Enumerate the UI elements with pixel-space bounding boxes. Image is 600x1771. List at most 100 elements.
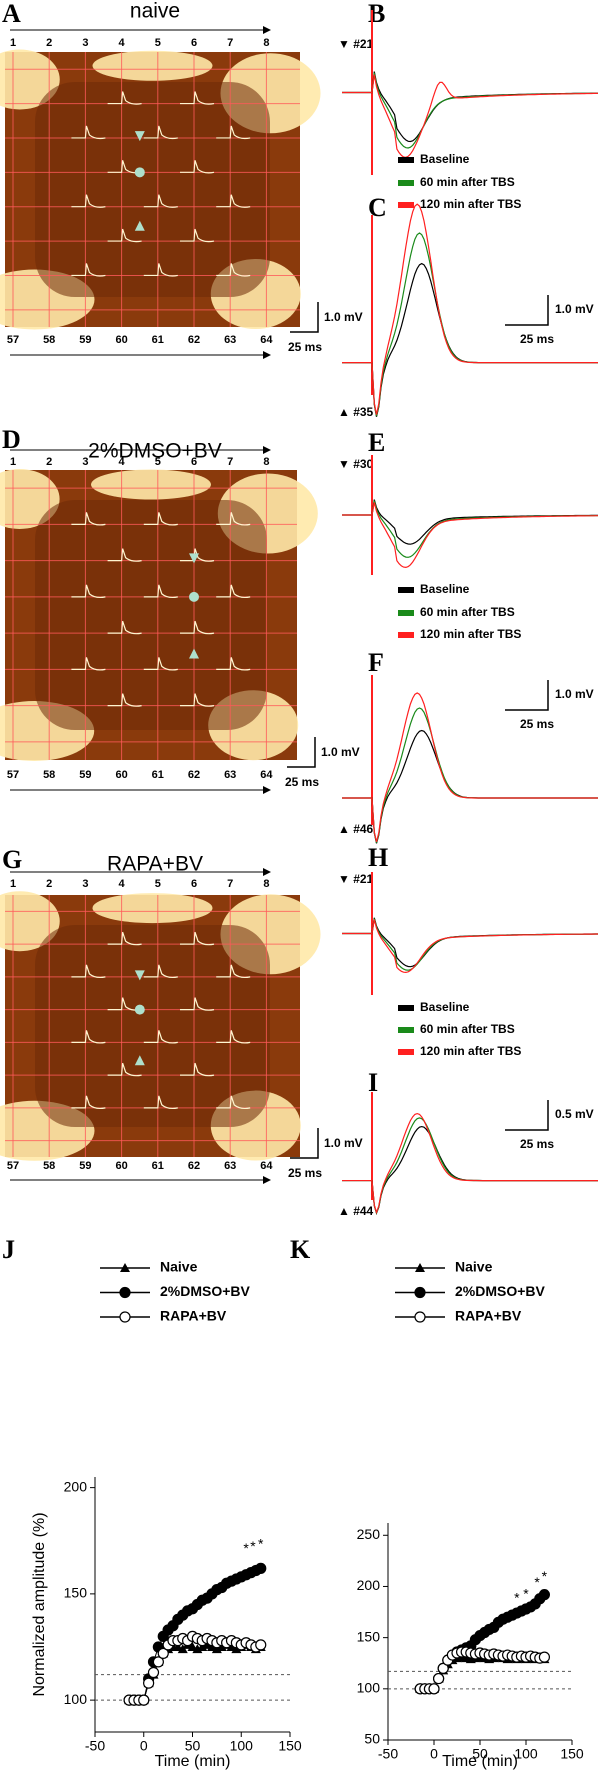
legend-label: Baseline (420, 152, 470, 166)
legend-marker (119, 1311, 131, 1323)
x-tick-label: 0 (140, 1738, 148, 1754)
electrode-number: 61 (152, 769, 164, 781)
electrode-number: 2 (46, 878, 52, 890)
panel-label: J (2, 1235, 15, 1264)
fp-trace (107, 91, 142, 105)
bright-region (91, 469, 211, 500)
fp-trace (180, 620, 215, 635)
fp-trace (143, 194, 178, 208)
panel-label: F (368, 648, 384, 677)
y-tick-label: 150 (357, 1628, 381, 1644)
legend-label: Naive (160, 1259, 198, 1275)
electrode-number: 63 (224, 1160, 236, 1172)
electrode-number: 64 (260, 334, 273, 346)
fp-trace (216, 584, 251, 599)
significance: * (534, 1574, 540, 1590)
electrode-number: 4 (119, 878, 126, 890)
scale-time: 25 ms (520, 332, 554, 346)
site-label: ▲ #35 (338, 405, 374, 419)
electrode-number: 58 (43, 1160, 55, 1172)
bright-region (92, 893, 213, 924)
fp-trace (143, 964, 178, 979)
fp-trace (71, 125, 106, 140)
fp-trace (143, 1030, 178, 1044)
electrode-number: 7 (227, 37, 233, 49)
electrode-number: 8 (263, 37, 269, 49)
fp-trace (180, 931, 215, 946)
panel-title: 2%DMSO+BV (88, 440, 222, 463)
panel-title: naive (130, 0, 180, 23)
fp-trace (107, 1062, 142, 1077)
fp-trace (71, 584, 106, 599)
electrode-number: 62 (188, 1160, 200, 1172)
electrode-number: 3 (82, 878, 88, 890)
electrode-number: 4 (119, 456, 126, 468)
y-tick-label: 200 (64, 1478, 88, 1494)
y-tick-label: 250 (357, 1526, 381, 1542)
legend-label: RAPA+BV (160, 1308, 227, 1324)
trace (342, 500, 598, 558)
significance: * (514, 1589, 520, 1605)
legend-swatch (398, 1049, 414, 1055)
electrode-number: 62 (188, 334, 200, 346)
up-marker (134, 220, 145, 231)
electrode-number: 59 (79, 334, 91, 346)
x-axis-label: Time (min) (155, 1753, 231, 1770)
stim-marker (134, 167, 145, 178)
electrode-number: 2 (46, 456, 52, 468)
scale-voltage: 1.0 mV (321, 745, 360, 759)
marker (538, 1589, 551, 1601)
significance: * (243, 1540, 249, 1556)
electrode-number: 7 (227, 456, 233, 468)
y-tick-label: 100 (357, 1680, 381, 1696)
electrode-number: 7 (227, 878, 233, 890)
fp-trace (107, 620, 142, 635)
scale-time: 25 ms (520, 1137, 554, 1151)
scale-time: 25 ms (288, 1166, 322, 1180)
up-marker (134, 1055, 145, 1066)
electrode-number: 5 (155, 878, 161, 890)
trace (342, 919, 598, 974)
marker (152, 1656, 164, 1668)
marker (428, 1683, 440, 1695)
scale-voltage: 1.0 mV (555, 687, 594, 701)
electrode-number: 5 (155, 456, 161, 468)
electrode-number: 59 (79, 1160, 91, 1172)
panel-label: C (368, 193, 387, 222)
stim-marker (189, 591, 199, 602)
fp-trace (71, 1095, 106, 1110)
panel-title: RAPA+BV (107, 853, 203, 876)
y-axis-label: Normalized amplitude (%) (31, 1512, 48, 1696)
electrode-number: 64 (260, 769, 273, 781)
scale-voltage: 1.0 mV (555, 302, 594, 316)
electrode-number: 58 (43, 334, 55, 346)
x-tick-label: 150 (560, 1746, 584, 1762)
fp-trace (143, 125, 178, 140)
electrode-number: 2 (46, 37, 52, 49)
scale-voltage: 1.0 mV (324, 1136, 363, 1150)
site-label: ▼ #30 (338, 457, 374, 471)
legend-swatch (398, 202, 414, 208)
marker (538, 1651, 551, 1663)
fp-trace (107, 228, 142, 243)
marker (157, 1647, 169, 1659)
trace (342, 917, 598, 968)
image-shade (35, 82, 270, 297)
x-tick-label: 100 (514, 1746, 538, 1762)
fp-trace (216, 657, 251, 671)
fp-trace (216, 964, 251, 979)
electrode-number: 61 (152, 334, 164, 346)
trace (342, 71, 598, 143)
trace (342, 502, 598, 569)
legend-swatch (398, 1005, 414, 1011)
legend-label: 2%DMSO+BV (455, 1283, 546, 1299)
x-axis-label: Time (min) (442, 1753, 518, 1770)
y-tick-label: 150 (64, 1585, 88, 1601)
panel-label: D (2, 425, 21, 454)
scale-voltage: 0.5 mV (555, 1107, 594, 1121)
legend-label: 60 min after TBS (420, 605, 515, 619)
marker (147, 1666, 160, 1679)
legend-label: Baseline (420, 1000, 470, 1014)
significance: * (250, 1538, 256, 1554)
trace (342, 692, 598, 843)
